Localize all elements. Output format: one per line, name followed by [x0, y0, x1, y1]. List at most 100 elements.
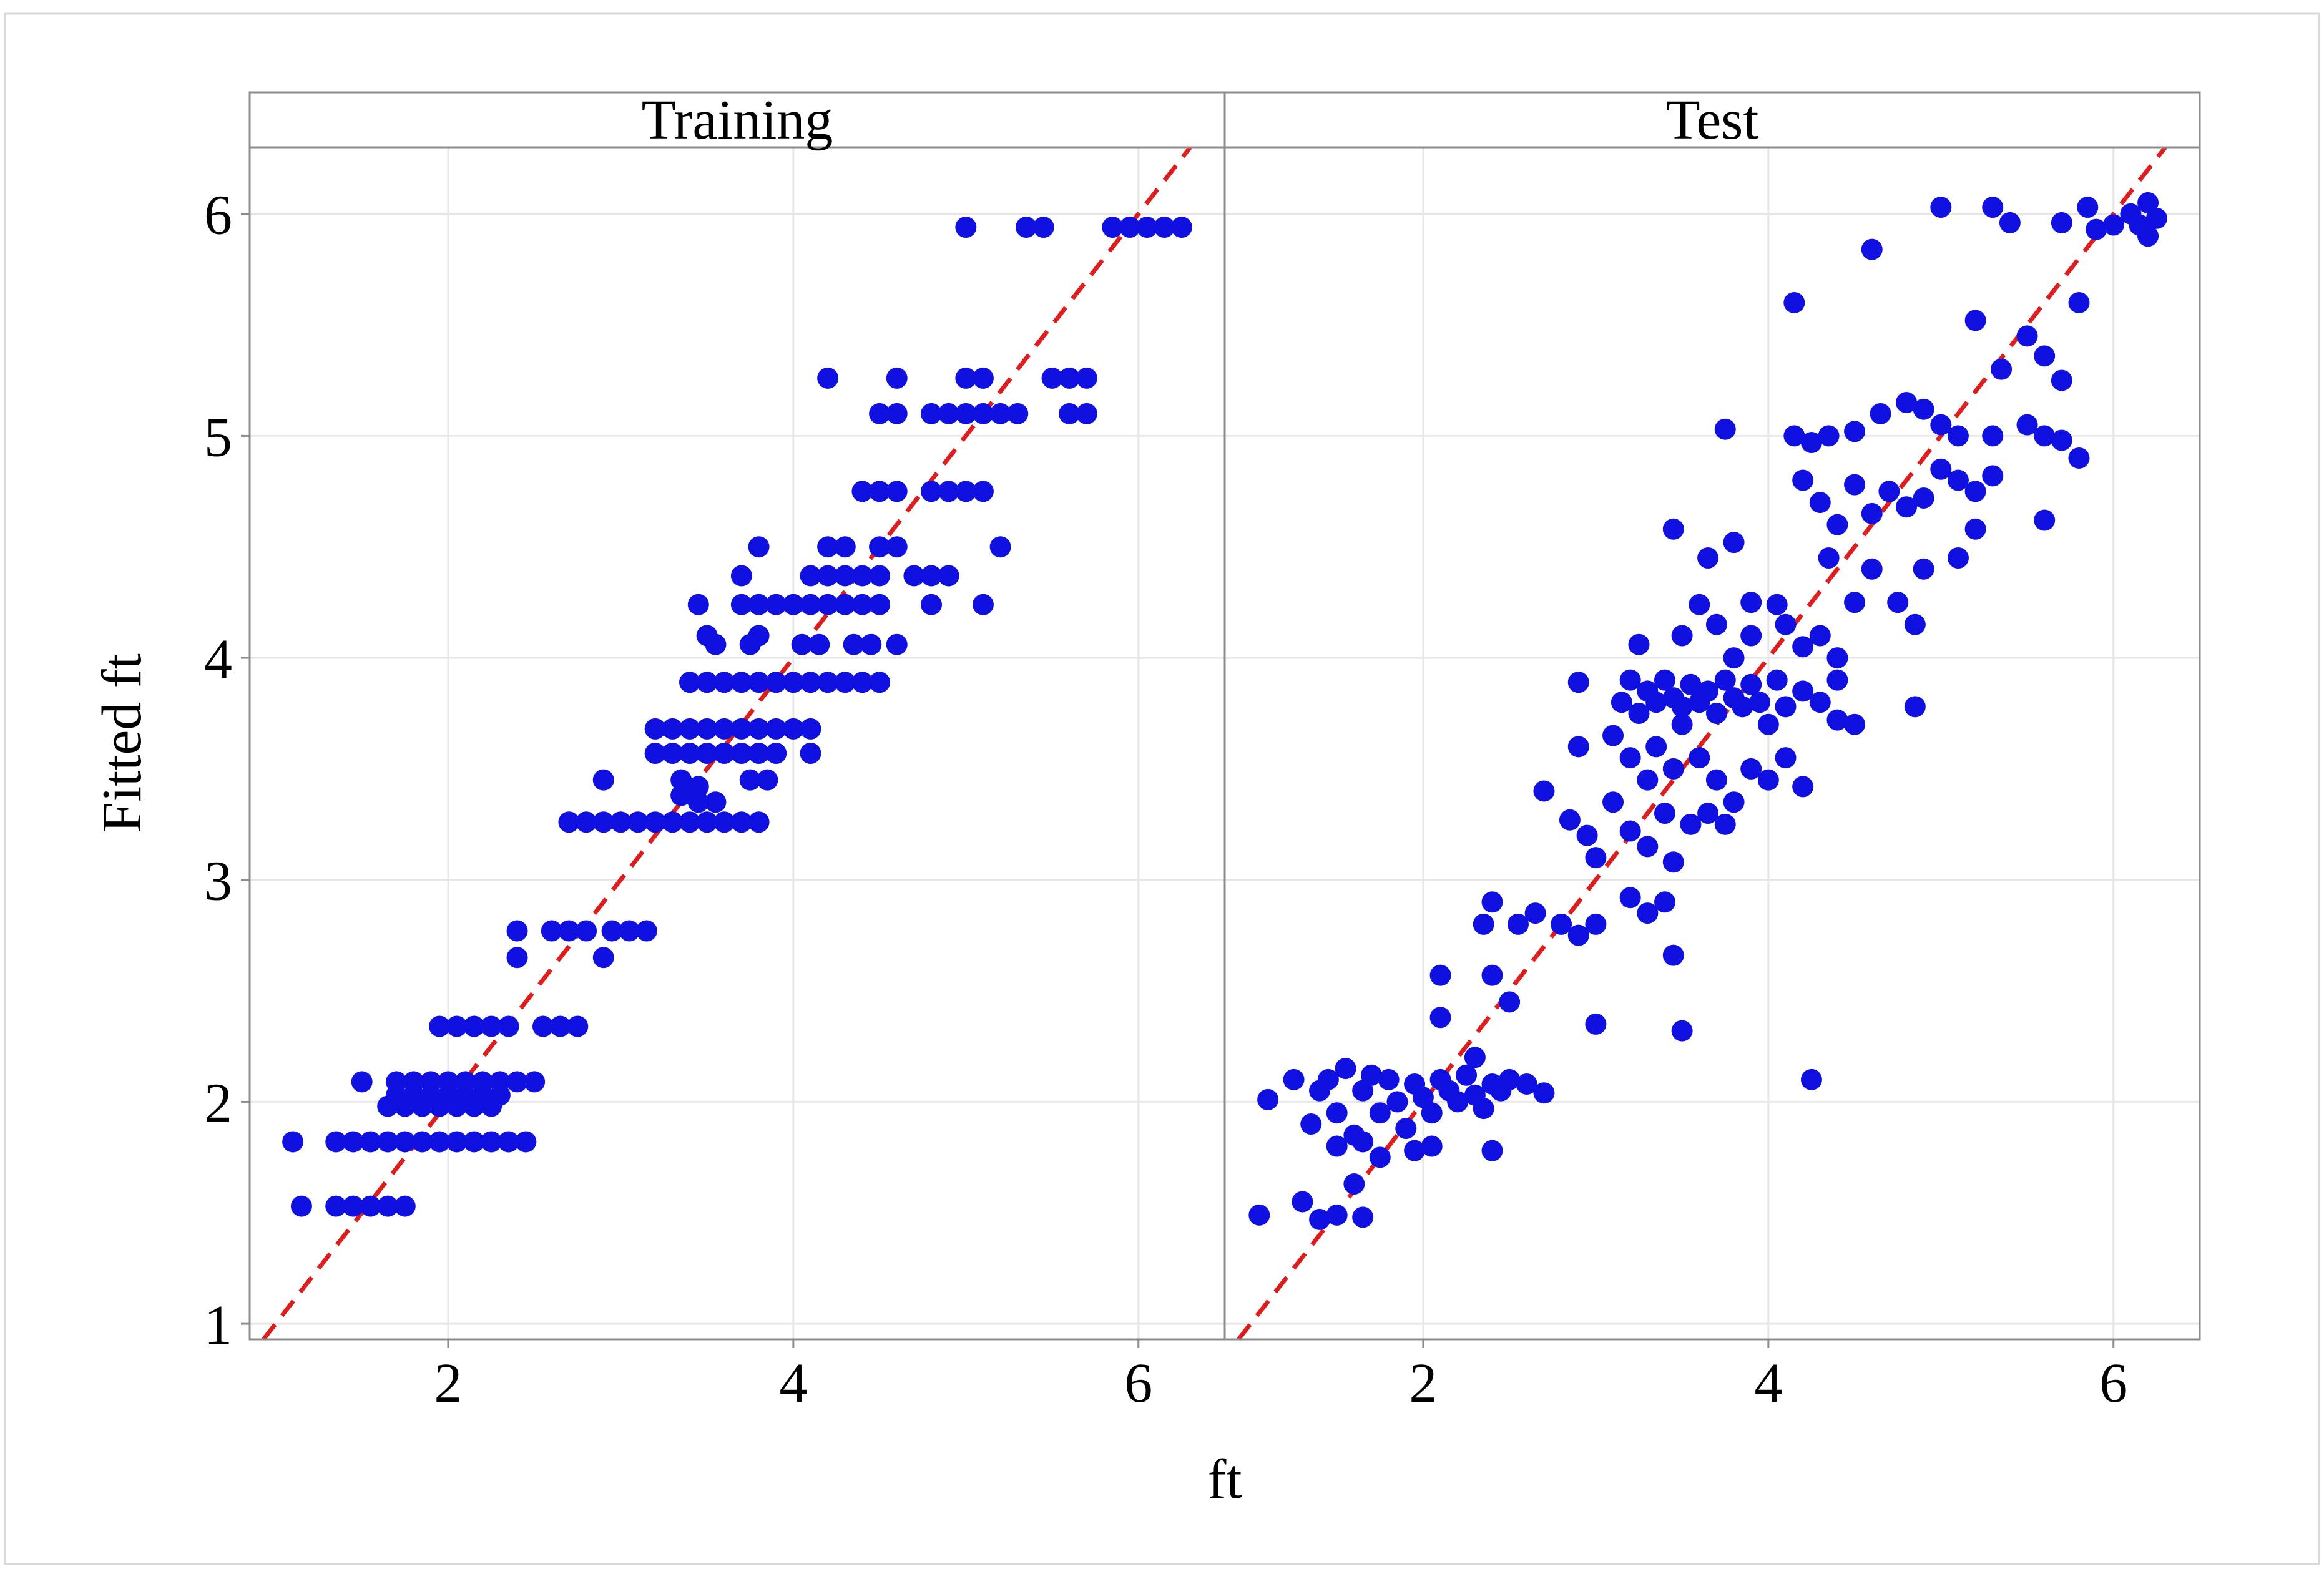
- data-point: [2034, 425, 2056, 447]
- data-point: [506, 1071, 528, 1093]
- x-tick-label: 6: [2099, 1352, 2127, 1414]
- data-point: [1792, 776, 1814, 798]
- data-point: [886, 367, 908, 389]
- data-point: [360, 1131, 381, 1153]
- data-point: [1628, 702, 1650, 724]
- data-point: [1723, 647, 1745, 669]
- data-point: [662, 811, 684, 833]
- data-point: [619, 920, 640, 942]
- data-point: [1533, 1082, 1555, 1104]
- data-point: [1844, 474, 1866, 496]
- data-point: [1567, 736, 1589, 758]
- data-point: [1689, 594, 1710, 615]
- data-point: [938, 403, 959, 424]
- data-point: [730, 811, 752, 833]
- data-point: [817, 672, 839, 693]
- data-point: [1429, 1007, 1451, 1029]
- data-point: [955, 367, 977, 389]
- data-point: [1585, 1013, 1607, 1035]
- data-point: [989, 403, 1011, 424]
- data-point: [515, 1131, 537, 1153]
- data-point: [1913, 398, 1934, 420]
- data-point: [730, 672, 752, 693]
- data-point: [955, 403, 977, 424]
- data-point: [1844, 713, 1866, 735]
- data-point: [1723, 791, 1745, 813]
- data-point: [1352, 1131, 1374, 1153]
- data-point: [757, 769, 778, 791]
- data-point: [1870, 403, 1891, 424]
- panel-training: Training: [248, 89, 1226, 1341]
- data-point: [1913, 558, 1934, 580]
- data-point: [1861, 502, 1883, 524]
- data-point: [1352, 1080, 1374, 1102]
- data-point: [1689, 747, 1710, 769]
- data-point: [2068, 447, 2090, 469]
- data-point: [765, 743, 787, 765]
- data-point: [377, 1131, 399, 1153]
- data-point: [420, 1071, 442, 1093]
- data-point: [1826, 709, 1848, 731]
- data-point: [1749, 692, 1771, 713]
- data-point: [782, 672, 804, 693]
- data-point: [1041, 367, 1063, 389]
- data-point: [1930, 458, 1952, 480]
- data-point: [1800, 432, 1822, 454]
- data-point: [1982, 425, 2004, 447]
- data-point: [1861, 238, 1883, 260]
- data-point: [817, 367, 839, 389]
- data-point: [2145, 207, 2167, 229]
- data-point: [739, 769, 761, 791]
- data-point: [1602, 791, 1624, 813]
- data-point: [886, 633, 908, 655]
- data-point: [748, 672, 770, 693]
- data-point: [1757, 769, 1779, 791]
- data-point: [1016, 217, 1037, 238]
- data-point: [851, 565, 873, 587]
- y-axis-title: Fitted ft: [91, 653, 153, 833]
- data-point: [1964, 310, 1986, 331]
- data-point: [1809, 492, 1831, 514]
- data-point: [972, 367, 994, 389]
- data-point: [385, 1071, 407, 1093]
- data-point: [1792, 636, 1814, 658]
- data-point: [765, 718, 787, 740]
- data-point: [1714, 418, 1736, 440]
- data-point: [687, 791, 709, 813]
- data-point: [851, 481, 873, 502]
- data-point: [713, 743, 735, 765]
- data-point: [1826, 514, 1848, 535]
- x-tick-label: 2: [1409, 1352, 1437, 1414]
- data-point: [687, 594, 709, 615]
- data-point: [1887, 592, 1909, 613]
- data-point: [1671, 713, 1693, 735]
- data-point: [2034, 345, 2056, 367]
- data-point: [1309, 1208, 1331, 1230]
- data-point: [1697, 680, 1719, 702]
- data-point: [1464, 1047, 1486, 1068]
- data-point: [1732, 696, 1753, 718]
- data-point: [351, 1071, 373, 1093]
- data-point: [1352, 1206, 1374, 1228]
- data-point: [696, 625, 718, 647]
- data-point: [601, 920, 623, 942]
- data-point: [1792, 680, 1814, 702]
- data-point: [1567, 672, 1589, 693]
- data-point: [592, 769, 614, 791]
- data-point: [1809, 692, 1831, 713]
- data-point: [2077, 197, 2099, 218]
- data-point: [1680, 813, 1702, 835]
- data-point: [2102, 214, 2124, 236]
- data-point: [1628, 633, 1650, 655]
- panel-test-background: [1225, 147, 2200, 1339]
- data-point: [290, 1195, 312, 1217]
- data-point: [662, 743, 684, 765]
- data-point: [869, 481, 891, 502]
- data-point: [1826, 647, 1848, 669]
- data-point: [506, 920, 528, 942]
- data-point: [1119, 217, 1140, 238]
- data-point: [610, 811, 632, 833]
- data-point: [325, 1131, 347, 1153]
- y-tick-label: 6: [204, 185, 232, 247]
